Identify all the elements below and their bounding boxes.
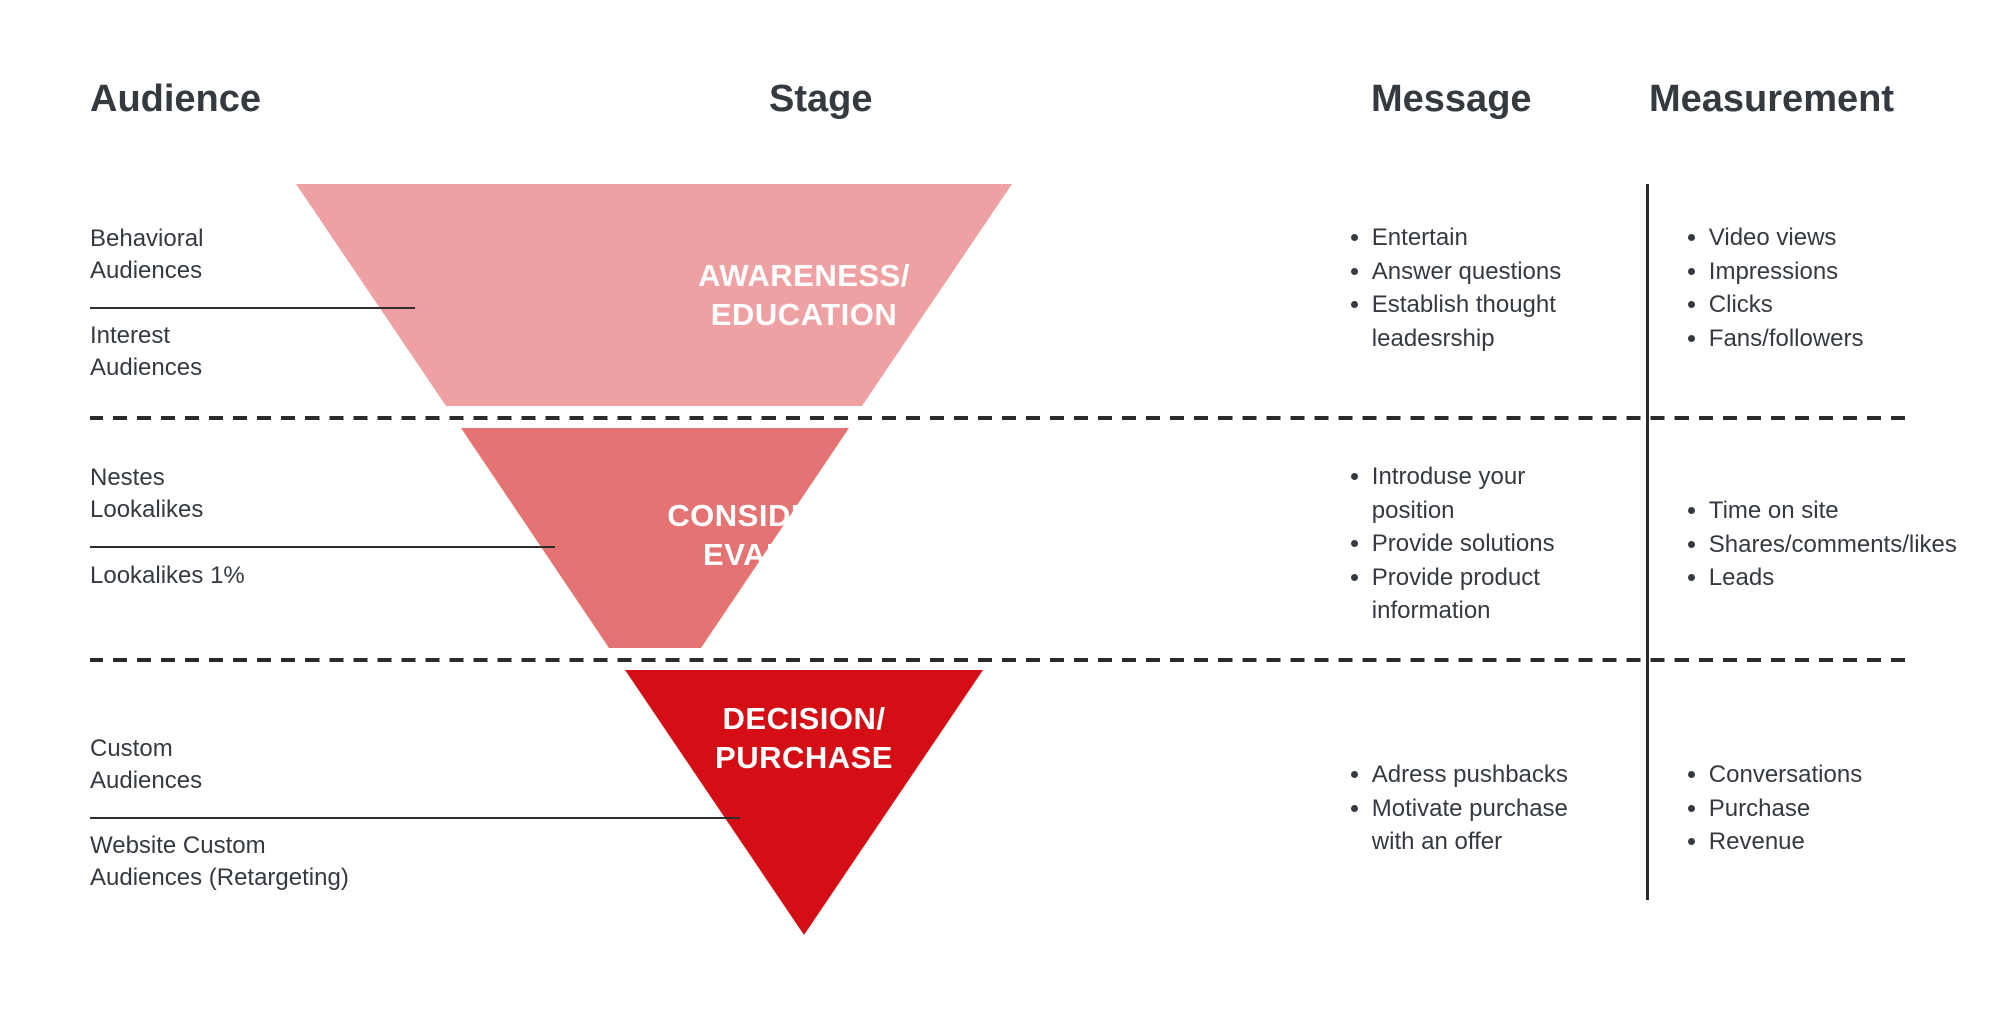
row-separator xyxy=(90,658,1909,662)
audience-line: Website Custom xyxy=(90,830,349,862)
funnel-diagram: Audience Stage Message Measurement AWARE… xyxy=(0,0,1999,1025)
audience-awareness-rule xyxy=(90,307,415,309)
audience-line: Lookalikes xyxy=(90,494,203,526)
list-item: Motivate purchase with an offer xyxy=(1372,792,1613,859)
header-message: Message xyxy=(1371,78,1532,121)
audience-decision-rule xyxy=(90,817,740,819)
stage-label-line: EVALUATION xyxy=(554,536,1054,575)
list-item: Provide solutions xyxy=(1372,527,1613,561)
audience-line: Interest xyxy=(90,320,202,352)
audience-line: Audiences (Retargeting) xyxy=(90,862,349,894)
audience-decision-top: CustomAudiences xyxy=(90,733,202,798)
list-item: Time on site xyxy=(1709,494,1980,528)
audience-line: Audiences xyxy=(90,765,202,797)
list-item: Conversations xyxy=(1709,758,1980,792)
list-item: Impressions xyxy=(1709,255,1980,289)
list-item: Leads xyxy=(1709,561,1980,595)
stage-label-line: AWARENESS/ xyxy=(554,257,1054,296)
audience-line: Nestes xyxy=(90,462,203,494)
stage-label-line: EDUCATION xyxy=(554,296,1054,335)
header-audience: Audience xyxy=(90,78,261,121)
stage-label-line: DECISION/ xyxy=(554,700,1054,739)
list-item: Provide product information xyxy=(1372,561,1613,628)
list-item: Purchase xyxy=(1709,792,1980,826)
audience-line: Lookalikes 1% xyxy=(90,560,245,592)
header-measurement: Measurement xyxy=(1649,78,1894,121)
measurement-decision: ConversationsPurchaseRevenue xyxy=(1680,758,1980,859)
column-divider xyxy=(1646,184,1649,900)
audience-line: Behavioral xyxy=(90,223,203,255)
audience-consideration-bottom: Lookalikes 1% xyxy=(90,560,245,592)
audience-consideration-top: NestesLookalikes xyxy=(90,462,203,527)
list-item: Answer questions xyxy=(1372,255,1613,289)
list-item: Fans/followers xyxy=(1709,322,1980,356)
list-item: Revenue xyxy=(1709,825,1980,859)
audience-line: Audiences xyxy=(90,255,203,287)
list-item: Introduse your position xyxy=(1372,460,1613,527)
list-item: Video views xyxy=(1709,221,1980,255)
measurement-awareness: Video viewsImpressionsClicksFans/followe… xyxy=(1680,221,1980,355)
list-item: Adress pushbacks xyxy=(1372,758,1613,792)
message-decision: Adress pushbacksMotivate purchase with a… xyxy=(1343,758,1613,859)
message-awareness: EntertainAnswer questionsEstablish thoug… xyxy=(1343,221,1613,355)
audience-decision-bottom: Website CustomAudiences (Retargeting) xyxy=(90,830,349,895)
audience-line: Audiences xyxy=(90,352,202,384)
header-stage: Stage xyxy=(769,78,872,121)
message-consideration: Introduse your positionProvide solutions… xyxy=(1343,460,1613,628)
list-item: Shares/comments/likes xyxy=(1709,528,1980,562)
stage-label-line: CONSIDERATION/ xyxy=(554,497,1054,536)
list-item: Entertain xyxy=(1372,221,1613,255)
audience-awareness-bottom: InterestAudiences xyxy=(90,320,202,385)
audience-consideration-rule xyxy=(90,546,555,548)
audience-line: Custom xyxy=(90,733,202,765)
list-item: Establish thought leadesrship xyxy=(1372,288,1613,355)
stage-label-line: PURCHASE xyxy=(554,739,1054,778)
stage-label-awareness: AWARENESS/ EDUCATION xyxy=(554,257,1054,335)
list-item: Clicks xyxy=(1709,288,1980,322)
measurement-consideration: Time on siteShares/comments/likesLeads xyxy=(1680,494,1980,595)
audience-awareness-top: BehavioralAudiences xyxy=(90,223,203,288)
row-separator xyxy=(90,416,1909,420)
stage-label-consideration: CONSIDERATION/ EVALUATION xyxy=(554,497,1054,575)
stage-label-decision: DECISION/ PURCHASE xyxy=(554,700,1054,778)
